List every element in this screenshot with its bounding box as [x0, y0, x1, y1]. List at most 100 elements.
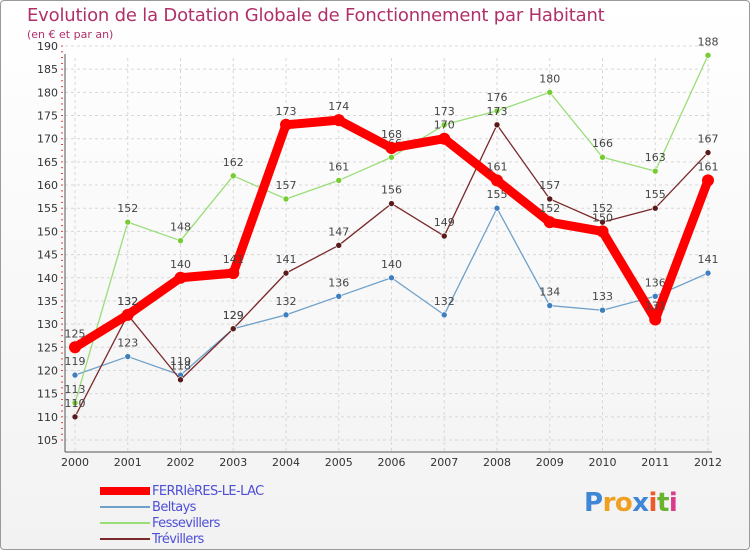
legend-label-ferrieres: FERRIèRES-LE-LAC	[152, 484, 264, 499]
data-point-s0-2008	[491, 174, 503, 187]
data-label-s0-2002: 140	[170, 258, 191, 271]
y-tick-label-180: 180	[37, 86, 58, 99]
data-point-s0-2002	[174, 271, 187, 284]
data-point-s1-2012	[704, 269, 712, 277]
x-tick-label-2003: 2003	[219, 456, 247, 469]
data-point-s3-2004	[282, 269, 290, 277]
data-point-s0-2000	[69, 341, 81, 354]
data-label-s0-2007: 170	[434, 119, 455, 132]
y-tick-label-145: 145	[37, 249, 58, 262]
y-tick-label-120: 120	[37, 364, 58, 377]
data-label-s2-2005: 161	[328, 160, 349, 173]
data-label-s1-2012: 141	[698, 253, 719, 266]
data-point-s3-2000	[71, 413, 79, 421]
y-tick-label-115: 115	[37, 388, 58, 401]
x-tick-label-2011: 2011	[641, 456, 669, 469]
data-point-s1-2011	[651, 293, 659, 300]
x-tick-label-2012: 2012	[694, 456, 722, 469]
legend-item-fessevillers: Fessevillers	[100, 516, 400, 532]
data-label-s2-2012: 188	[698, 35, 719, 48]
legend-swatch-trevillers	[100, 538, 150, 540]
data-label-s2-2001: 152	[117, 202, 138, 215]
logo-letter: x	[632, 488, 649, 518]
data-label-s3-2006: 156	[381, 184, 402, 197]
logo-letter: o	[614, 488, 633, 518]
legend: FERRIèRES-LE-LAC Beltays Fessevillers Tr…	[100, 484, 400, 548]
data-label-s3-2012: 167	[698, 133, 719, 146]
chart-title: Evolution de la Dotation Globale de Fonc…	[27, 5, 605, 26]
x-tick-label-2005: 2005	[325, 456, 353, 469]
data-point-s2-2011	[651, 167, 659, 175]
data-label-s1-2010: 133	[592, 290, 613, 303]
data-label-s2-2003: 162	[223, 156, 244, 169]
y-tick-label-160: 160	[37, 179, 58, 192]
data-label-s3-2011: 155	[645, 188, 666, 201]
data-label-s2-2007: 173	[434, 105, 455, 118]
data-label-s0-2005: 174	[328, 100, 349, 113]
legend-item-beltays: Beltays	[100, 500, 400, 516]
logo-letter: i	[648, 488, 658, 518]
logo-letter: i	[668, 488, 678, 518]
x-tick-label-2010: 2010	[589, 456, 617, 469]
data-point-s3-2012	[704, 149, 712, 156]
x-tick-label-2007: 2007	[430, 456, 458, 469]
data-label-s3-2004: 141	[276, 253, 297, 266]
data-point-s3-2010	[599, 218, 606, 226]
y-tick-label-110: 110	[37, 411, 58, 424]
data-point-s3-2002	[177, 376, 184, 384]
data-label-s0-2004: 173	[276, 105, 297, 118]
data-point-s0-2004	[280, 118, 292, 131]
data-label-s1-2003: 129	[223, 309, 244, 322]
y-tick-label-190: 190	[37, 40, 58, 53]
data-label-s2-2009: 180	[539, 72, 560, 85]
legend-label-fessevillers: Fessevillers	[152, 516, 220, 531]
data-point-s3-2008	[493, 121, 501, 129]
data-label-s0-2003: 141	[223, 253, 244, 266]
data-label-s3-2007: 149	[434, 216, 455, 229]
x-tick-label-2001: 2001	[114, 456, 142, 469]
data-label-s2-2000: 113	[65, 383, 86, 396]
data-label-s1-2002: 119	[170, 355, 191, 368]
y-tick-label-140: 140	[37, 272, 58, 285]
data-label-s0-2010: 150	[592, 211, 613, 224]
data-label-s2-2008: 176	[487, 91, 508, 104]
data-point-s2-2012	[704, 51, 712, 59]
data-point-s1-2010	[599, 306, 606, 314]
data-label-s0-2011: 131	[645, 299, 666, 312]
data-point-s0-2005	[332, 114, 345, 127]
data-label-s2-2004: 157	[276, 179, 297, 192]
data-label-s3-2010: 152	[592, 202, 613, 215]
x-tick-label-2000: 2000	[61, 456, 89, 469]
data-label-s0-2006: 168	[381, 128, 402, 141]
data-point-s1-2006	[388, 274, 395, 282]
data-label-s3-2003: 129	[223, 309, 244, 322]
data-point-s1-2004	[282, 311, 290, 319]
data-label-s0-2000: 125	[65, 327, 86, 340]
data-point-s2-2009	[546, 89, 554, 96]
data-label-s3-2009: 157	[539, 179, 560, 192]
data-label-s2-2011: 163	[645, 151, 666, 164]
data-label-s1-2011: 136	[645, 276, 666, 289]
data-point-s1-2005	[335, 293, 343, 300]
x-tick-label-2002: 2002	[167, 456, 195, 469]
data-label-s1-2009: 134	[539, 286, 560, 299]
data-label-s1-2000: 119	[65, 355, 86, 368]
data-point-s0-2007	[438, 132, 451, 145]
legend-swatch-ferrieres	[100, 487, 150, 495]
x-tick-label-2006: 2006	[378, 456, 406, 469]
logo-letter: P	[584, 488, 603, 518]
y-tick-label-170: 170	[37, 133, 58, 146]
data-point-s0-2001	[121, 308, 134, 321]
data-label-s1-2007: 132	[434, 295, 455, 308]
data-point-s1-2008	[493, 204, 501, 212]
data-label-s0-2009: 152	[539, 202, 560, 215]
data-point-s0-2012	[702, 174, 714, 187]
y-tick-label-175: 175	[37, 110, 58, 123]
legend-swatch-beltays	[100, 506, 150, 508]
data-point-s3-2003	[229, 325, 237, 333]
legend-label-trevillers: Trévillers	[152, 532, 204, 547]
data-label-s3-2002: 118	[170, 360, 191, 373]
data-point-s1-2009	[546, 302, 554, 309]
y-tick-label-165: 165	[37, 156, 58, 169]
data-label-s3-2008: 173	[487, 105, 508, 118]
